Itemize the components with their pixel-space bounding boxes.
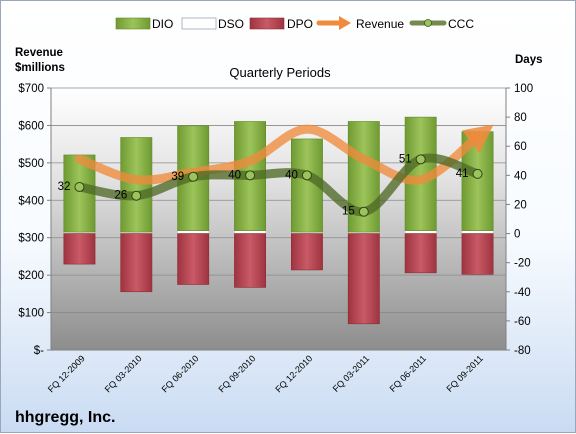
bar-dso: [234, 230, 266, 234]
ccc-point: [188, 171, 199, 182]
left-axis-label-line1: Revenue: [15, 47, 63, 59]
right-tick-label: 40: [514, 170, 527, 182]
axes: [50, 88, 507, 351]
right-tick-label: 20: [514, 199, 527, 211]
right-tick-label: 80: [514, 112, 527, 124]
x-tick-label: FQ 12-2009: [46, 353, 87, 394]
plot-area: [51, 88, 506, 350]
bar-dso: [404, 230, 437, 234]
right-axis-label: Days: [515, 54, 543, 66]
x-tick-label: FQ 03-2010: [103, 353, 144, 394]
revenue-line: [74, 124, 494, 185]
legend-swatch-revenue-arrow: [339, 16, 351, 30]
legend-swatch-dso: [181, 17, 217, 30]
left-tick-label: $200: [18, 270, 44, 282]
chart-title: Quarterly Periods: [229, 65, 331, 80]
x-tick-label: FQ 09-2011: [444, 353, 485, 394]
legend-swatch-dio: [115, 17, 151, 30]
bar-dpo: [120, 233, 153, 293]
x-axis-ticks: FQ 12-2009 FQ 03-2010 FQ 06-2010 FQ 09-2010…: [46, 353, 485, 394]
left-axis-ticks: $- $100 $200 $300 $400 $500 $600 $700: [18, 83, 51, 357]
left-tick-label: $300: [18, 233, 44, 245]
left-tick-label: $-: [34, 345, 44, 357]
ccc-data-label: 51: [399, 153, 412, 165]
bar-dso: [177, 230, 210, 234]
ccc-point: [74, 181, 85, 192]
ccc-data-label: 15: [342, 206, 355, 218]
company-name: hhgregg, Inc.: [15, 409, 115, 426]
left-axis-label-line2: $millions: [15, 62, 65, 74]
bar-dpo: [347, 233, 380, 325]
left-tick-label: $500: [18, 158, 44, 170]
bar-dpo: [234, 233, 267, 288]
x-tick-label: FQ 03-2011: [331, 353, 372, 394]
bar-dpo: [177, 233, 210, 285]
bar-dio: [120, 137, 153, 233]
right-tick-label: 60: [514, 141, 527, 153]
bar-dpo: [461, 233, 494, 275]
right-tick-label: -20: [514, 258, 531, 270]
right-axis-ticks: -80 -60 -40 -20 0 20 40 60 80 100: [506, 83, 533, 357]
ccc-point: [358, 206, 369, 217]
ccc-point: [301, 170, 312, 181]
left-tick-label: $100: [18, 308, 44, 320]
right-tick-label: 0: [514, 229, 520, 241]
legend: DIO DSO DPO Revenue CCC: [115, 16, 474, 31]
ccc-point: [245, 170, 256, 181]
ccc-data-label: 41: [456, 168, 469, 180]
ccc-data-label: 40: [228, 169, 241, 181]
left-tick-label: $600: [18, 120, 44, 132]
bar-dpo: [63, 233, 96, 265]
left-tick-label: $700: [18, 83, 44, 95]
ccc-line: [74, 153, 483, 217]
right-tick-label: 100: [514, 83, 533, 95]
legend-label-ccc: CCC: [448, 17, 474, 31]
right-tick-label: -40: [514, 287, 531, 299]
ccc-series: 32 26 39 40 40 15 51 41: [58, 153, 483, 218]
left-tick-label: $400: [18, 195, 44, 207]
ccc-point: [131, 190, 142, 201]
bar-dso: [461, 230, 494, 234]
legend-label-dpo: DPO: [287, 17, 313, 31]
ccc-point: [415, 154, 426, 165]
x-tick-label: FQ 12-2010: [273, 353, 314, 394]
ccc-data-label: 32: [58, 181, 71, 193]
legend-swatch-dpo: [249, 17, 285, 30]
legend-label-revenue: Revenue: [356, 17, 404, 31]
ccc-data-label: 26: [115, 190, 128, 202]
revenue-series: [74, 124, 494, 185]
legend-label-dso: DSO: [218, 17, 244, 31]
right-tick-label: -80: [514, 345, 531, 357]
x-tick-label: FQ 06-2011: [388, 353, 429, 394]
bar-dpo: [290, 233, 323, 271]
x-tick-label: FQ 09-2010: [216, 353, 257, 394]
ccc-point: [472, 168, 483, 179]
bar-dpo: [404, 233, 437, 274]
ccc-data-label: 39: [171, 171, 184, 183]
x-tick-label: FQ 06-2010: [160, 353, 201, 394]
legend-label-dio: DIO: [152, 17, 173, 31]
legend-swatch-ccc-marker: [424, 19, 432, 27]
right-tick-label: -60: [514, 316, 531, 328]
ccc-data-label: 40: [285, 169, 298, 181]
